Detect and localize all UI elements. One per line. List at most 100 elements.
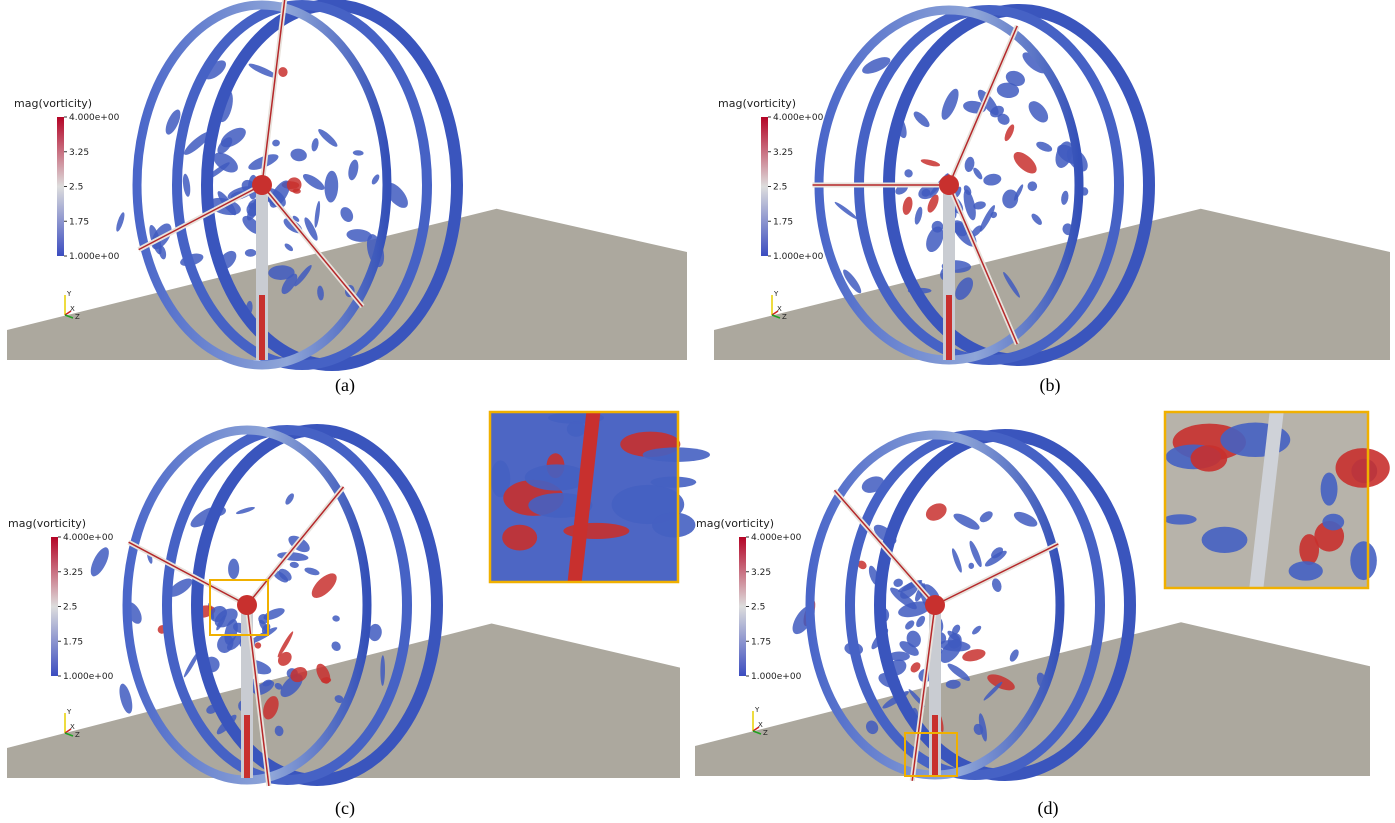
vortex [316, 127, 339, 149]
inset-vortex [652, 512, 695, 537]
vortex [1035, 140, 1054, 154]
axis-label: Z [75, 313, 80, 321]
caption: (b) [1040, 375, 1061, 396]
vortex [245, 249, 257, 257]
colorbar-label: 3.25 [773, 148, 793, 158]
blade-edge [949, 26, 1017, 185]
colorbar-label: 1.000e+00 [751, 672, 802, 682]
vortex [87, 545, 113, 579]
inset-vortex [651, 477, 697, 488]
vortex [272, 139, 280, 146]
colorbar-label: 2.5 [69, 183, 83, 193]
colorbar [57, 117, 64, 256]
vortex [938, 87, 962, 122]
inset-vortex [1191, 445, 1228, 471]
vortex [283, 242, 294, 252]
vortex [893, 578, 904, 588]
caption: (d) [1038, 798, 1059, 819]
colorbar-label: 4.000e+00 [63, 533, 114, 543]
vortex [914, 614, 927, 628]
colorbar-title: mag(vorticity) [696, 517, 774, 530]
colorbar-label: 1.000e+00 [63, 672, 114, 682]
panel: mag(vorticity) 4.000e+00 3.25 2.5 1.75 1.000e… [714, 10, 1390, 396]
colorbar-label: 3.25 [69, 148, 89, 158]
vortex [275, 649, 294, 668]
inset-vortex [1164, 514, 1197, 524]
vortex [324, 170, 339, 202]
vortex [1025, 98, 1052, 126]
vortex [182, 173, 192, 197]
colorbar-label: 1.75 [751, 637, 771, 647]
vortex [978, 509, 995, 525]
colorbar-label: 1.75 [63, 637, 83, 647]
vortex [901, 196, 914, 216]
axis-label: Z [782, 313, 787, 321]
colorbar-label: 1.75 [773, 217, 793, 227]
vortex [982, 172, 1002, 186]
panel: mag(vorticity) 4.000e+00 3.25 2.5 1.75 1.000e… [695, 412, 1390, 819]
vortex [903, 619, 916, 632]
hub [939, 175, 959, 195]
vortex [235, 506, 255, 516]
tower-vorticity [932, 715, 938, 776]
vortex [290, 147, 308, 162]
vortex [903, 168, 914, 179]
vortex [310, 137, 319, 152]
colorbar-label: 1.000e+00 [69, 252, 120, 262]
colorbar-title: mag(vorticity) [14, 97, 92, 110]
vortex [990, 577, 1003, 593]
colorbar-label: 4.000e+00 [773, 113, 824, 123]
colorbar-label: 2.5 [773, 183, 787, 193]
panel: mag(vorticity) 4.000e+00 3.25 2.5 1.75 1.000e… [7, 0, 687, 396]
vortex [972, 166, 984, 180]
figure: mag(vorticity) 4.000e+00 3.25 2.5 1.75 1.000e… [0, 0, 1395, 823]
vortex [284, 492, 296, 506]
colorbar [739, 537, 746, 676]
colorbar-label: 3.25 [751, 568, 771, 578]
hub [252, 175, 272, 195]
inset-vortex [1299, 534, 1319, 565]
axis-label: Y [66, 290, 72, 298]
colorbar-label: 2.5 [63, 603, 77, 613]
axis-label: X [70, 723, 75, 731]
axis-label: X [758, 721, 763, 729]
vortex [353, 150, 364, 156]
axis-label: Z [75, 731, 80, 739]
inset-vortex [567, 421, 586, 437]
tower-vorticity [244, 715, 250, 778]
vortex [950, 547, 963, 573]
inset-vortex [1202, 527, 1248, 553]
vortex [330, 640, 343, 653]
colorbar-label: 2.5 [751, 603, 765, 613]
vortex [971, 624, 983, 636]
panel: mag(vorticity) 4.000e+00 3.25 2.5 1.75 1.000e… [7, 412, 710, 819]
caption: (a) [335, 375, 355, 396]
axis-label: Y [66, 708, 72, 716]
vortex [951, 511, 981, 533]
vortex [228, 559, 239, 580]
inset-vortex [1336, 448, 1390, 488]
inset-vortex [502, 525, 537, 551]
vortex [301, 171, 327, 193]
vortex [1003, 123, 1016, 142]
colorbar [761, 117, 768, 256]
tower-vorticity [259, 295, 265, 360]
vortex [313, 201, 321, 228]
caption: (c) [335, 798, 355, 819]
colorbar-title: mag(vorticity) [718, 97, 796, 110]
colorbar-label: 3.25 [63, 568, 83, 578]
axis-label: Z [763, 729, 768, 737]
inset-vortex [1350, 541, 1377, 580]
vortex [920, 158, 941, 168]
vortex [277, 66, 289, 78]
inset-vortex [1289, 561, 1323, 580]
colorbar-label: 1.75 [69, 217, 89, 227]
vortex [1027, 181, 1037, 191]
colorbar-label: 4.000e+00 [751, 533, 802, 543]
colorbar-label: 4.000e+00 [69, 113, 120, 123]
colorbar-title: mag(vorticity) [8, 517, 86, 530]
vortex [911, 109, 932, 129]
page: {"panels":[ {"label":"(a)","colorbar":{"… [0, 0, 1395, 823]
colorbar-label: 1.000e+00 [773, 252, 824, 262]
inset-vortex [1321, 473, 1338, 506]
